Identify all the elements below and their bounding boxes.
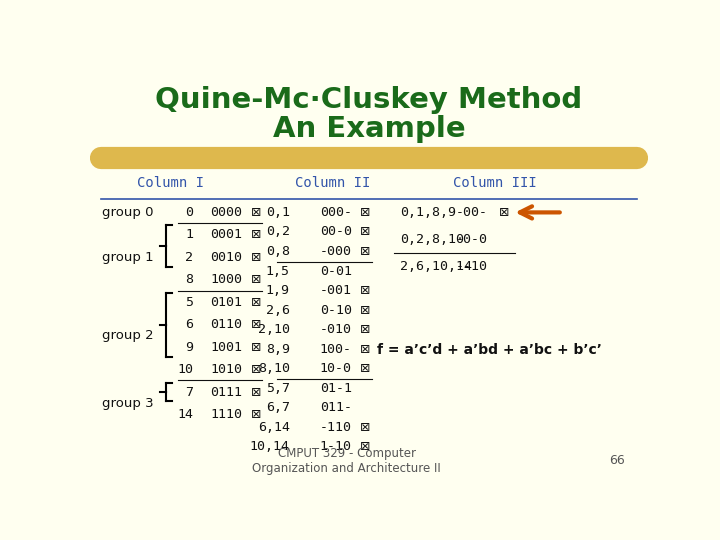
Text: 0010: 0010 [210,251,242,264]
Text: Organization and Architecture II: Organization and Architecture II [252,462,441,475]
Text: 5,7: 5,7 [266,382,289,395]
Text: 8: 8 [185,273,193,286]
Text: ⊠: ⊠ [251,251,261,264]
Text: 0,2,8,10: 0,2,8,10 [400,233,464,246]
Text: -110: -110 [320,421,352,434]
Text: --10: --10 [456,260,487,273]
Text: 0,1: 0,1 [266,206,289,219]
Text: ⊠: ⊠ [251,318,261,331]
Text: ⊠: ⊠ [251,228,261,241]
Text: ⊠: ⊠ [360,323,370,336]
Text: 10,14: 10,14 [250,441,289,454]
Text: ⊠: ⊠ [360,303,370,316]
Text: 6: 6 [185,318,193,331]
Text: group 1: group 1 [102,251,154,264]
Text: 1001: 1001 [210,341,242,354]
Text: 100-: 100- [320,343,352,356]
Text: 0000: 0000 [210,206,242,219]
Text: ⊠: ⊠ [251,408,261,421]
Text: f = a’c’d + a’bd + a’bc + b’c’: f = a’c’d + a’bd + a’bc + b’c’ [377,342,601,356]
Text: -010: -010 [320,323,352,336]
Text: ⊠: ⊠ [251,206,261,219]
Text: -0-0: -0-0 [456,233,487,246]
Text: 10: 10 [177,363,193,376]
Text: 011-: 011- [320,401,352,414]
Text: 8,10: 8,10 [258,362,289,375]
Text: ⊠: ⊠ [360,284,370,297]
Text: Column I: Column I [138,176,204,190]
Text: 14: 14 [177,408,193,421]
Text: 1110: 1110 [210,408,242,421]
Text: 0: 0 [185,206,193,219]
Text: CMPUT 329 - Computer: CMPUT 329 - Computer [278,447,415,460]
Text: 0-01: 0-01 [320,265,352,278]
Text: An Example: An Example [273,115,465,143]
Text: 0110: 0110 [210,318,242,331]
Text: 2,6,10,14: 2,6,10,14 [400,260,472,273]
Text: ⊠: ⊠ [251,386,261,399]
Text: 0,8: 0,8 [266,245,289,258]
Text: 6,14: 6,14 [258,421,289,434]
Text: Quine-Mc·Cluskey Method: Quine-Mc·Cluskey Method [156,86,582,114]
Text: ⊠: ⊠ [360,226,370,239]
Text: 9: 9 [185,341,193,354]
Text: 0111: 0111 [210,386,242,399]
Text: ⊠: ⊠ [360,343,370,356]
Text: 66: 66 [609,454,625,467]
Text: ⊠: ⊠ [360,245,370,258]
Text: 0-10: 0-10 [320,303,352,316]
Text: 2: 2 [185,251,193,264]
Text: 1: 1 [185,228,193,241]
Text: ⊠: ⊠ [360,421,370,434]
Text: 7: 7 [185,386,193,399]
Text: group 2: group 2 [102,329,154,342]
Text: Column II: Column II [295,176,370,190]
Text: 1,9: 1,9 [266,284,289,297]
Text: Column III: Column III [453,176,536,190]
Text: 0,1,8,9: 0,1,8,9 [400,206,456,219]
Text: 1010: 1010 [210,363,242,376]
Text: 1000: 1000 [210,273,242,286]
Text: 0,2: 0,2 [266,226,289,239]
Text: ⊠: ⊠ [251,296,261,309]
Text: 0101: 0101 [210,296,242,309]
Text: 2,6: 2,6 [266,303,289,316]
Text: ⊠: ⊠ [360,206,370,219]
Text: 2,10: 2,10 [258,323,289,336]
Text: ⊠: ⊠ [360,441,370,454]
Text: group 3: group 3 [102,397,154,410]
Text: -000: -000 [320,245,352,258]
Text: 00-0: 00-0 [320,226,352,239]
Text: ⊠: ⊠ [360,362,370,375]
Text: 01-1: 01-1 [320,382,352,395]
Text: 5: 5 [185,296,193,309]
Text: ⊠: ⊠ [251,363,261,376]
Text: 000-: 000- [320,206,352,219]
Text: -001: -001 [320,284,352,297]
Text: ⊠: ⊠ [499,206,509,219]
Text: ⊠: ⊠ [251,273,261,286]
Text: 10-0: 10-0 [320,362,352,375]
Text: ⊠: ⊠ [251,341,261,354]
Text: 1-10: 1-10 [320,441,352,454]
Text: -00-: -00- [456,206,487,219]
Text: 6,7: 6,7 [266,401,289,414]
Text: 8,9: 8,9 [266,343,289,356]
Text: 1,5: 1,5 [266,265,289,278]
Text: 0001: 0001 [210,228,242,241]
Text: group 0: group 0 [102,206,154,219]
